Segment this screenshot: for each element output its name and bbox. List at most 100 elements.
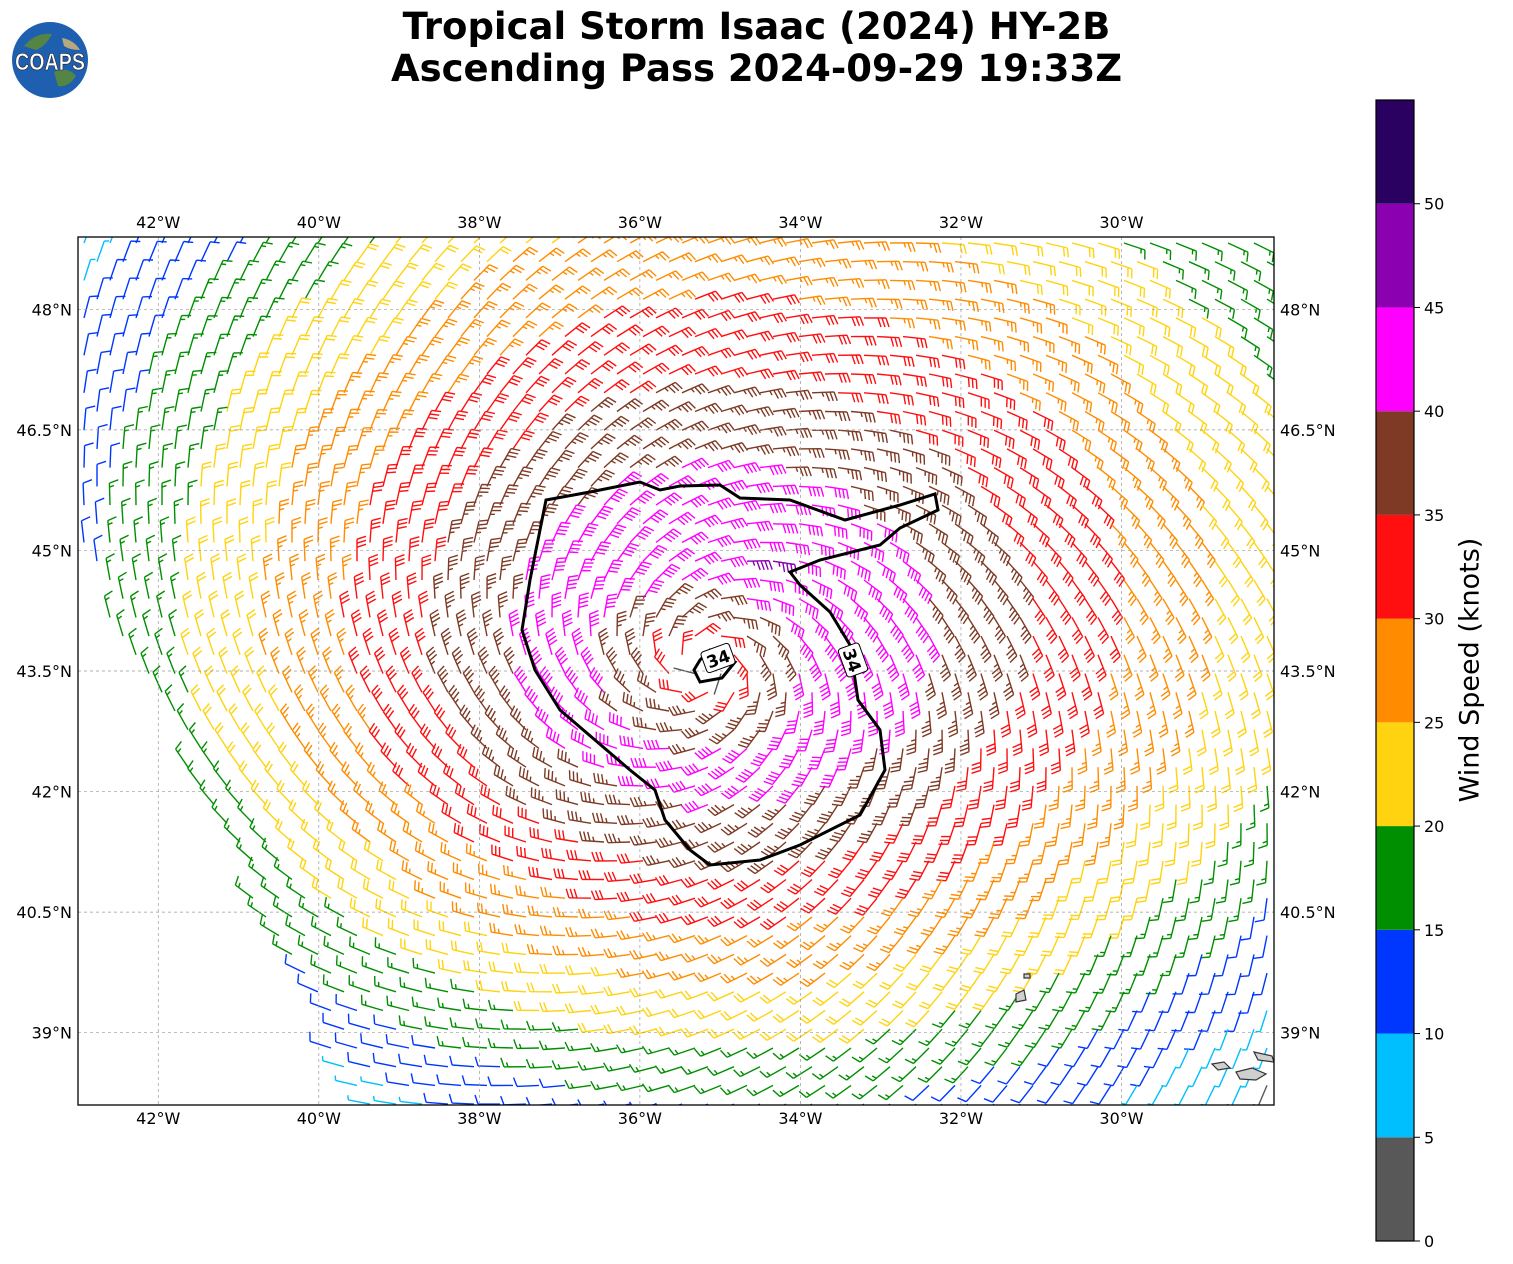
wind-barb xyxy=(668,438,696,450)
wind-barb xyxy=(300,818,319,843)
wind-barb xyxy=(343,517,355,543)
wind-barb xyxy=(1084,560,1100,587)
wind-barb xyxy=(1045,617,1058,645)
wind-barb xyxy=(629,380,657,394)
wind-barb xyxy=(1103,748,1114,775)
wind-barb xyxy=(876,448,901,464)
wind-barb xyxy=(362,627,374,656)
wind-barb xyxy=(928,373,953,389)
wind-barb xyxy=(759,350,787,362)
wind-barb xyxy=(1187,1066,1203,1088)
wind-barb xyxy=(441,802,462,824)
wind-barb xyxy=(291,237,297,244)
wind-barb xyxy=(993,354,1016,372)
wind-barb xyxy=(1212,673,1223,701)
wind-barb xyxy=(405,742,423,768)
wind-barb xyxy=(421,554,432,581)
wind-barb xyxy=(551,557,567,581)
wind-barb xyxy=(748,785,774,802)
wind-barb xyxy=(984,1047,1008,1067)
wind-barb xyxy=(616,507,641,525)
wind-barb xyxy=(317,334,337,356)
wind-barb xyxy=(239,443,253,468)
wind-barb xyxy=(965,823,982,846)
wind-barb xyxy=(1226,654,1237,682)
wind-barb xyxy=(791,766,813,787)
wind-barb xyxy=(349,936,371,956)
wind-barb xyxy=(799,935,826,951)
wind-barb xyxy=(501,942,527,956)
wind-barb xyxy=(1127,785,1138,812)
wind-barb xyxy=(985,1010,1008,1030)
wind-barb xyxy=(1123,279,1146,298)
wind-barb xyxy=(579,831,605,843)
wind-barb xyxy=(1084,485,1103,510)
wind-barb xyxy=(252,241,273,263)
wind-barb xyxy=(369,481,384,506)
wind-barb xyxy=(265,443,279,468)
wind-barb xyxy=(304,353,323,375)
wind-barb xyxy=(866,916,891,935)
wind-barb xyxy=(850,448,875,462)
wind-barb xyxy=(421,262,446,281)
wind-barb xyxy=(616,324,644,338)
wind-barb xyxy=(226,241,247,263)
wind-barb xyxy=(613,668,631,693)
wind-barb xyxy=(1019,823,1034,847)
wind-barb xyxy=(643,739,670,750)
wind-barb xyxy=(720,366,749,379)
wind-barb xyxy=(518,766,540,787)
wind-barb xyxy=(1097,392,1118,414)
wind-barb xyxy=(83,368,97,393)
wind-barb xyxy=(681,420,710,432)
wind-barb xyxy=(395,262,419,281)
wind-barb xyxy=(876,410,901,425)
wind-barb xyxy=(654,1065,683,1074)
wind-barb xyxy=(406,572,417,599)
wind-barb xyxy=(1201,504,1218,531)
wind-barb xyxy=(923,841,943,863)
wind-barb xyxy=(694,477,723,491)
wind-barb xyxy=(285,915,306,937)
wind-barb xyxy=(759,426,787,437)
wind-barb xyxy=(1164,841,1177,867)
wind-barb xyxy=(980,373,1003,391)
wind-barb xyxy=(694,588,722,600)
wind-barb xyxy=(667,743,696,755)
wind-barb xyxy=(987,935,1008,956)
wind-barb xyxy=(960,935,982,956)
wind-barb xyxy=(1227,279,1249,301)
wind-barb xyxy=(926,635,941,663)
wind-barb xyxy=(980,261,1005,275)
wind-barb xyxy=(131,553,142,581)
wind-barb xyxy=(525,521,544,543)
wind-barb xyxy=(486,429,508,450)
wind-barb xyxy=(1006,635,1018,663)
wind-barb xyxy=(878,1047,904,1064)
wind-barb xyxy=(1106,710,1117,738)
wind-barb xyxy=(630,757,657,768)
wind-barb xyxy=(502,903,527,918)
wind-barb xyxy=(184,553,195,581)
wind-barb xyxy=(1000,710,1012,738)
wind-barb xyxy=(475,1018,501,1030)
wind-barb xyxy=(456,743,475,768)
wind-barb xyxy=(668,326,697,339)
wind-barb xyxy=(478,863,501,881)
wind-barb xyxy=(894,710,905,738)
wind-barb xyxy=(339,590,350,618)
wind-barb xyxy=(824,334,852,345)
wind-barb xyxy=(512,393,536,412)
wind-barb xyxy=(1122,898,1138,921)
wind-barb xyxy=(915,392,940,407)
wind-barb xyxy=(200,315,218,337)
wind-barb xyxy=(1067,692,1079,720)
wind-barb xyxy=(371,684,384,712)
wind-barb xyxy=(366,761,384,787)
wind-barb xyxy=(1044,1103,1047,1105)
wind-barb xyxy=(234,590,245,618)
wind-barb xyxy=(1051,1028,1073,1049)
wind-barb xyxy=(999,954,1021,975)
wind-barb xyxy=(187,406,202,431)
wind-barb xyxy=(837,240,865,251)
